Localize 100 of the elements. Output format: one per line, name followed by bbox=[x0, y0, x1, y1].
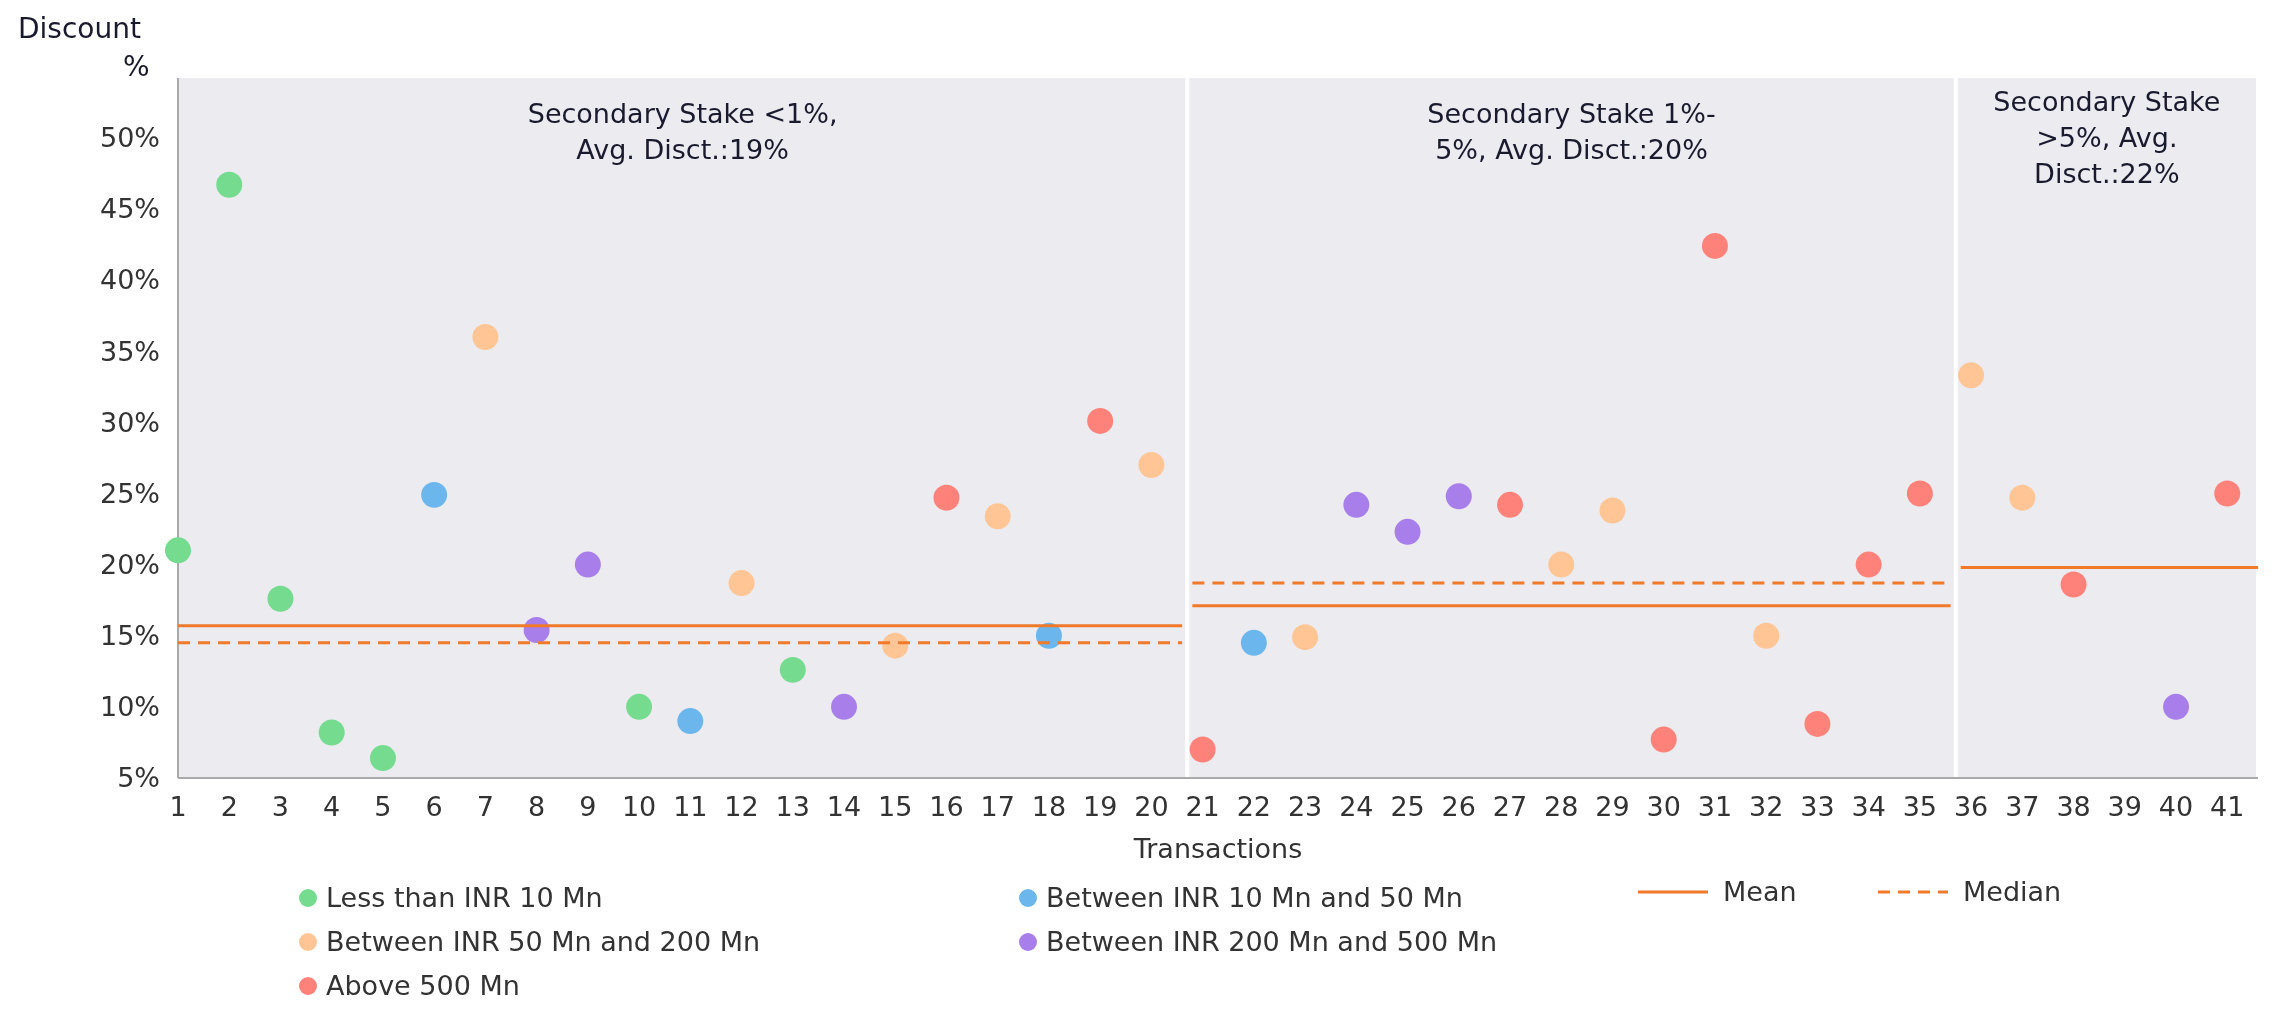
y-tick-label: 45% bbox=[99, 193, 160, 225]
x-tick-label: 4 bbox=[323, 791, 341, 822]
x-tick-label: 6 bbox=[425, 791, 443, 822]
point bbox=[882, 632, 909, 659]
x-tick-label: 35 bbox=[1902, 791, 1938, 822]
y-tick-label: 25% bbox=[99, 477, 160, 509]
point bbox=[984, 503, 1011, 530]
y-tick-label: 20% bbox=[99, 549, 160, 581]
x-tick-label: 24 bbox=[1339, 791, 1374, 822]
x-tick-label: 41 bbox=[2210, 791, 2245, 822]
x-tick-label: 37 bbox=[2005, 791, 2040, 822]
x-tick-label: 33 bbox=[1800, 791, 1835, 822]
point bbox=[933, 484, 960, 511]
x-tick-label: 31 bbox=[1697, 791, 1733, 822]
x-tick-label: 38 bbox=[2056, 791, 2091, 822]
y-tick-label: 10% bbox=[99, 691, 160, 723]
legend-label: Less than INR 10 Mn bbox=[326, 882, 603, 914]
point bbox=[165, 537, 191, 564]
point bbox=[728, 570, 755, 597]
point bbox=[369, 745, 396, 772]
legend-label: Above 500 Mn bbox=[326, 970, 520, 1002]
point bbox=[1958, 362, 1985, 389]
point bbox=[1087, 407, 1114, 434]
point bbox=[2009, 484, 2036, 511]
point bbox=[1138, 452, 1165, 478]
x-tick-label: 28 bbox=[1544, 791, 1579, 822]
point bbox=[1804, 710, 1831, 737]
band-label: Secondary Stake 1%- 5%, Avg. Disct.:20% bbox=[1427, 98, 1716, 165]
y-axis-title: Discount % bbox=[18, 12, 150, 83]
point bbox=[1753, 622, 1780, 649]
y-tick-label: 50% bbox=[99, 122, 160, 154]
x-tick-label: 32 bbox=[1749, 791, 1784, 822]
x-tick-label: 29 bbox=[1595, 791, 1630, 822]
point bbox=[1599, 497, 1626, 524]
x-tick-label: 39 bbox=[2107, 791, 2142, 822]
point bbox=[2060, 571, 2087, 598]
point bbox=[472, 323, 499, 350]
point bbox=[1855, 551, 1882, 578]
point bbox=[574, 551, 601, 578]
y-tick-label: 40% bbox=[99, 264, 160, 296]
band-label: Secondary Stake <1%, Avg. Disct.:19% bbox=[527, 98, 838, 165]
x-tick-label: 30 bbox=[1646, 791, 1681, 822]
legend-label: Median bbox=[1963, 876, 2062, 908]
x-tick-label: 9 bbox=[579, 791, 597, 822]
x-tick-label: 5 bbox=[374, 791, 392, 822]
x-tick-label: 21 bbox=[1185, 791, 1220, 822]
x-tick-label: 27 bbox=[1492, 791, 1528, 822]
x-tick-label: 10 bbox=[621, 791, 657, 822]
x-tick-label: 19 bbox=[1082, 791, 1118, 822]
x-tick-label: 23 bbox=[1287, 791, 1323, 822]
x-tick-label: 1 bbox=[169, 791, 187, 822]
legend-label: Mean bbox=[1723, 876, 1797, 908]
point bbox=[1906, 480, 1933, 507]
x-tick-label: 26 bbox=[1441, 791, 1476, 822]
point bbox=[1292, 624, 1319, 651]
x-tick-label: 13 bbox=[775, 791, 810, 822]
point bbox=[2163, 693, 2190, 720]
x-tick-label: 25 bbox=[1390, 791, 1425, 822]
point bbox=[267, 585, 294, 612]
point bbox=[1701, 232, 1728, 259]
x-tick-label: 40 bbox=[2158, 791, 2194, 822]
point bbox=[1189, 736, 1216, 763]
point bbox=[318, 719, 345, 746]
x-tick-label: 12 bbox=[724, 791, 759, 822]
x-tick-label: 18 bbox=[1031, 791, 1067, 822]
x-tick-label: 3 bbox=[271, 791, 290, 822]
y-tick-label: 30% bbox=[99, 406, 160, 438]
point bbox=[831, 693, 857, 720]
x-tick-label: 8 bbox=[528, 791, 546, 822]
point bbox=[677, 708, 704, 735]
point bbox=[626, 693, 653, 720]
x-tick-label: 16 bbox=[929, 791, 964, 822]
x-tick-label: 2 bbox=[220, 791, 238, 822]
x-tick-label: 34 bbox=[1851, 791, 1886, 822]
y-tick-label: 35% bbox=[99, 335, 160, 367]
point bbox=[1445, 483, 1472, 510]
y-tick-label: 15% bbox=[99, 620, 160, 652]
point bbox=[1240, 629, 1267, 656]
y-tick-label: 5% bbox=[117, 762, 160, 794]
point bbox=[421, 481, 448, 508]
point bbox=[779, 656, 806, 683]
legend-label: Between INR 10 Mn and 50 Mn bbox=[1046, 882, 1463, 914]
point bbox=[216, 171, 243, 198]
x-tick-label: 22 bbox=[1236, 791, 1272, 822]
x-tick-label: 17 bbox=[980, 791, 1015, 822]
x-tick-label: 20 bbox=[1134, 791, 1169, 822]
x-tick-label: 15 bbox=[878, 791, 913, 822]
point bbox=[1394, 518, 1421, 545]
point bbox=[1548, 551, 1575, 578]
point bbox=[1497, 491, 1524, 518]
point bbox=[1343, 491, 1370, 518]
x-tick-label: 7 bbox=[476, 791, 494, 822]
band-label: Secondary Stake >5%, Avg. Disct.:22% bbox=[1993, 86, 2221, 189]
x-tick-label: 36 bbox=[1953, 791, 1989, 822]
legend-label: Between INR 200 Mn and 500 Mn bbox=[1046, 926, 1498, 958]
x-tick-label: 11 bbox=[673, 791, 708, 822]
x-tick-label: 14 bbox=[826, 791, 862, 822]
x-axis-title: Transactions bbox=[1132, 833, 1303, 864]
point bbox=[2214, 480, 2241, 507]
point bbox=[1650, 726, 1677, 753]
